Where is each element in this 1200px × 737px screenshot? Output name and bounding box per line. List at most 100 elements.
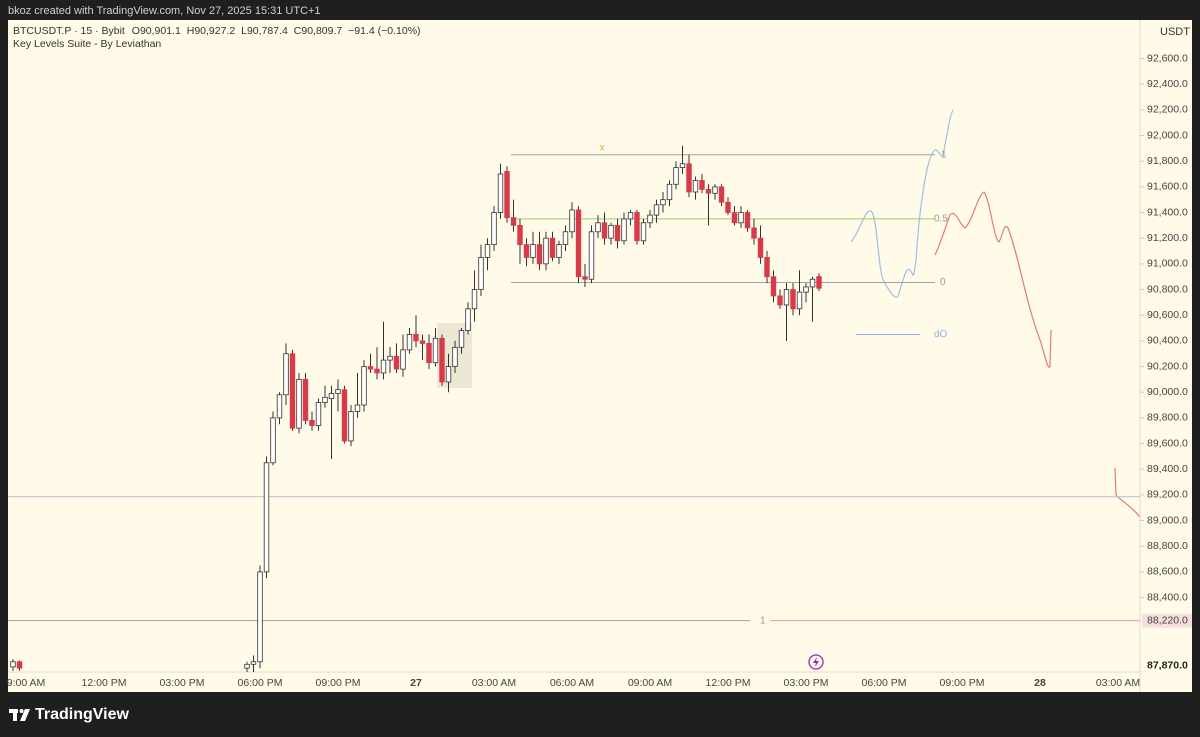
candle-body bbox=[673, 167, 679, 185]
candle-body bbox=[809, 278, 816, 288]
candle-body bbox=[250, 661, 257, 665]
alert-icon[interactable] bbox=[808, 654, 824, 670]
candle-body bbox=[770, 276, 777, 297]
candle-body bbox=[354, 404, 361, 412]
candle-body bbox=[731, 212, 738, 224]
candle-body bbox=[393, 355, 400, 370]
candle-body bbox=[712, 186, 718, 194]
x-tick-label: 06:00 PM bbox=[238, 677, 283, 689]
y-tick-label: 90,000.0 bbox=[1147, 386, 1188, 398]
candle-body bbox=[439, 337, 445, 383]
y-tick-label: 89,000.0 bbox=[1147, 514, 1188, 526]
candle-body bbox=[374, 368, 380, 374]
candle-body bbox=[699, 180, 705, 190]
y-tick-label: 90,800.0 bbox=[1147, 283, 1188, 295]
y-tick-label: 88,600.0 bbox=[1147, 566, 1188, 578]
price-label-box bbox=[1142, 658, 1192, 673]
y-tick-label: 92,400.0 bbox=[1147, 78, 1188, 90]
candle-body bbox=[530, 244, 536, 258]
y-tick-label: 90,600.0 bbox=[1147, 309, 1188, 321]
y-tick-label: 91,200.0 bbox=[1147, 232, 1188, 244]
candle-body bbox=[790, 289, 796, 310]
candle-body bbox=[471, 289, 478, 310]
candle-body bbox=[575, 209, 582, 278]
candle-body bbox=[348, 411, 354, 442]
candle-body bbox=[419, 340, 426, 344]
candle-body bbox=[400, 349, 406, 370]
candle-body bbox=[751, 227, 757, 239]
candle-body bbox=[556, 244, 562, 258]
candle-body bbox=[803, 286, 809, 293]
candle-body bbox=[725, 201, 731, 213]
ohlc-key: O bbox=[132, 25, 140, 37]
candle-body bbox=[432, 337, 439, 364]
candle-body bbox=[270, 417, 276, 464]
y-tick-label: 89,800.0 bbox=[1147, 412, 1188, 424]
ohlc-value: 90,901.1 bbox=[140, 25, 181, 37]
x-tick-label: 03:00 AM bbox=[1096, 677, 1140, 689]
candle-body bbox=[640, 222, 647, 242]
brand: TradingView bbox=[35, 706, 130, 723]
candle-body bbox=[777, 295, 783, 306]
change: −91.4 (−0.10%) bbox=[348, 25, 420, 37]
candle-body bbox=[276, 394, 283, 419]
currency: USDT bbox=[1160, 26, 1190, 38]
candle-body bbox=[445, 366, 452, 383]
marks bbox=[8, 145, 1140, 672]
y-tick-label: 88,800.0 bbox=[1147, 540, 1188, 552]
x-tick-label: 09:00 PM bbox=[940, 677, 985, 689]
candle-body bbox=[692, 180, 699, 193]
candle-body bbox=[387, 355, 393, 361]
y-tick-label: 88,400.0 bbox=[1147, 591, 1188, 603]
brand-logo bbox=[9, 709, 30, 721]
y-tick-label: 89,400.0 bbox=[1147, 463, 1188, 475]
candle-body bbox=[588, 231, 595, 280]
x-tick-label: 9:00 AM bbox=[7, 677, 46, 689]
indicator-name: Key Levels Suite - By Leviathan bbox=[13, 38, 161, 50]
x-tick-label: 06:00 AM bbox=[550, 677, 594, 689]
ohlc-value: 90,927.2 bbox=[194, 25, 235, 37]
candle-body bbox=[796, 291, 803, 310]
candle-body bbox=[705, 189, 712, 194]
candle-body bbox=[478, 257, 484, 290]
caption: bkoz created with TradingView.com, Nov 2… bbox=[8, 5, 321, 17]
candle-body bbox=[361, 366, 367, 406]
price-label: 87,870.0 bbox=[1147, 659, 1188, 671]
candle-body bbox=[263, 462, 270, 573]
alert-bolt bbox=[813, 657, 819, 667]
x-tick-label: 12:00 PM bbox=[706, 677, 751, 689]
candle-body bbox=[257, 571, 263, 663]
level-label: 1 bbox=[941, 149, 947, 160]
x-tick-label: 06:00 PM bbox=[862, 677, 907, 689]
candle-body bbox=[510, 217, 517, 226]
price-label: 88,220.0 bbox=[1147, 614, 1188, 626]
candle-body bbox=[413, 334, 419, 342]
candle-body bbox=[569, 209, 575, 233]
candle-body bbox=[653, 204, 660, 216]
candle-body bbox=[621, 218, 627, 242]
candle-body bbox=[536, 244, 543, 265]
price-label-box bbox=[1142, 613, 1192, 628]
projection-blue bbox=[850, 109, 954, 298]
logo-part bbox=[19, 709, 24, 713]
candle-body bbox=[523, 244, 530, 258]
ohlc-value: 90,809.7 bbox=[301, 25, 342, 37]
candle-body bbox=[718, 186, 725, 203]
candle-body bbox=[491, 212, 497, 246]
y-tick-label: 92,600.0 bbox=[1147, 52, 1188, 64]
candle-body bbox=[341, 389, 348, 442]
candle-body bbox=[744, 212, 751, 229]
candle-body bbox=[244, 663, 250, 669]
candle-body bbox=[595, 222, 601, 233]
level-label: dO bbox=[934, 329, 948, 340]
level-label: 0 bbox=[940, 277, 946, 288]
candle-body bbox=[647, 214, 653, 224]
ohlc-key: L bbox=[241, 25, 247, 37]
candle-body bbox=[666, 183, 673, 201]
x-tick-label: 03:00 AM bbox=[472, 677, 516, 689]
candle-body bbox=[367, 366, 374, 370]
candle-body bbox=[608, 224, 614, 239]
candle-body bbox=[679, 163, 686, 168]
y-tick-label: 89,600.0 bbox=[1147, 437, 1188, 449]
